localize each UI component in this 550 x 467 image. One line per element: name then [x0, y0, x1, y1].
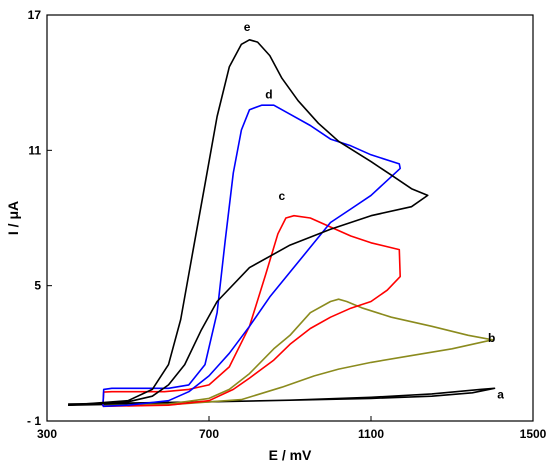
curve-label-b: b [488, 331, 495, 345]
y-tick-label: 11 [28, 143, 41, 157]
curve-label-a: a [497, 387, 504, 401]
x-axis-title: E / mV [269, 447, 312, 463]
series-line-b [102, 298, 494, 407]
curve-label-layer: a b c d e [244, 20, 505, 402]
tick-layer: 300 700 1100 1500 - 1 5 11 17 [27, 8, 547, 441]
curve-label-d: d [265, 87, 272, 101]
plot-frame [46, 14, 534, 422]
y-tick-label: 17 [28, 8, 42, 22]
y-axis-title: I / μA [5, 201, 21, 235]
series-layer [68, 38, 496, 408]
series-line-c [102, 214, 402, 408]
x-tick-label: 300 [37, 427, 57, 441]
x-tick-label: 1100 [358, 427, 384, 441]
series-line-e [68, 38, 429, 406]
y-tick-label: - 1 [27, 414, 41, 428]
x-tick-label: 700 [199, 427, 219, 441]
curve-label-c: c [279, 189, 286, 203]
series-line-d [102, 104, 402, 408]
series-line-a [68, 387, 496, 406]
x-tick-label: 1500 [520, 427, 547, 441]
curve-label-e: e [244, 20, 251, 34]
y-tick-label: 5 [34, 279, 41, 293]
